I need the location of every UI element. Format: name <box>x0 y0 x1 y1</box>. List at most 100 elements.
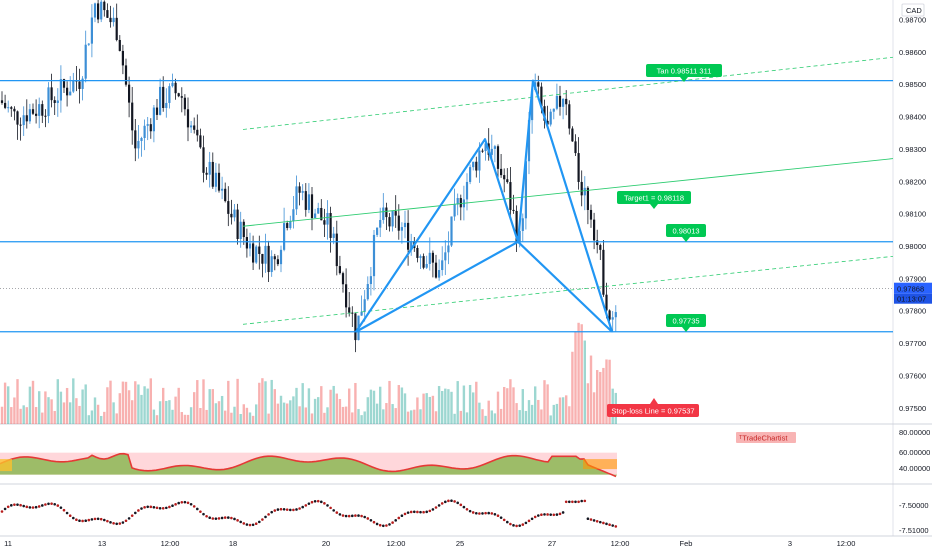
volume-bar <box>534 386 537 424</box>
volume-bar <box>484 415 487 424</box>
volume-bar <box>360 415 363 424</box>
volume-bar <box>193 392 196 424</box>
oscillator-pane <box>0 452 617 478</box>
momentum-dot <box>171 504 174 508</box>
level-high-label-box <box>666 224 706 237</box>
volume-bar <box>605 359 608 424</box>
momentum-dot <box>59 506 63 509</box>
volume-bar <box>124 381 128 424</box>
volume-bar <box>382 409 385 424</box>
volume-bar <box>320 386 323 424</box>
candle-body <box>301 191 304 193</box>
candle-body <box>602 249 605 295</box>
candle-body <box>233 209 236 218</box>
volume-bar <box>577 322 580 424</box>
candle-body <box>72 80 75 92</box>
oscillator-tick-label: 40.00000 <box>899 464 930 473</box>
volume-bar <box>224 410 227 424</box>
price-tick-label: 0.98100 <box>899 210 926 219</box>
candle-body <box>562 98 565 107</box>
momentum-dot <box>258 520 261 524</box>
volume-bar <box>419 409 422 424</box>
momentum-dot <box>571 500 574 504</box>
candle-body <box>131 102 134 131</box>
volume-bar <box>152 409 156 424</box>
volume-bar <box>602 367 605 424</box>
momentum-dot <box>50 502 53 505</box>
momentum-dot <box>462 505 466 509</box>
harmonic-pattern-bd <box>517 240 613 333</box>
time-tick-label: 27 <box>548 539 556 548</box>
momentum-dot <box>196 507 199 511</box>
volume-bar <box>3 382 7 424</box>
volume-bar <box>410 410 413 424</box>
volume-bar <box>183 414 187 424</box>
level-low-label-box <box>666 314 706 327</box>
momentum-dot <box>239 520 242 524</box>
time-tick-label: Feb <box>680 539 693 548</box>
volume-bar <box>571 351 574 424</box>
level-low-label-pointer <box>682 327 690 332</box>
candle-body <box>360 311 363 316</box>
volume-bar <box>65 387 69 424</box>
candle-body <box>310 194 314 219</box>
momentum-dot <box>394 519 398 522</box>
momentum-dot <box>186 501 190 505</box>
momentum-dot <box>180 500 184 504</box>
momentum-dot <box>25 505 29 509</box>
momentum-dot <box>106 519 109 523</box>
volume-bar <box>155 415 159 424</box>
momentum-dot <box>143 506 146 509</box>
volume-bar <box>298 406 301 424</box>
momentum-dot <box>323 502 326 505</box>
volume-bar <box>10 407 13 424</box>
candle-body <box>267 245 270 273</box>
volume-bar <box>530 404 534 424</box>
volume-bar <box>295 387 298 424</box>
momentum-dot <box>351 514 354 518</box>
volume-bar <box>186 414 190 424</box>
candle-body <box>434 262 438 278</box>
momentum-dot <box>121 521 125 524</box>
volume-bar <box>552 404 555 424</box>
momentum-dot <box>388 523 391 526</box>
candle-body <box>239 221 242 239</box>
volume-bar <box>270 379 273 424</box>
momentum-dot <box>53 502 56 506</box>
momentum-dot <box>468 509 472 513</box>
momentum-dot <box>149 505 153 509</box>
candle-body <box>478 150 481 171</box>
volume-bars <box>0 322 617 424</box>
candle-body <box>196 129 199 136</box>
candle-body <box>422 256 425 268</box>
volume-bar <box>543 380 546 424</box>
momentum-dot <box>447 499 450 503</box>
level-low-label-text: 0.97735 <box>672 317 699 326</box>
volume-bar <box>174 396 177 424</box>
candle-body <box>385 207 388 218</box>
candle-body <box>35 113 38 116</box>
momentum-dot <box>320 500 323 504</box>
harmonic-pattern-xb <box>355 240 519 333</box>
volume-bar <box>121 381 125 424</box>
volume-bar <box>428 396 431 424</box>
candle-body <box>382 207 385 221</box>
volume-bar <box>220 395 224 424</box>
candle-body <box>459 198 462 208</box>
momentum-dot <box>527 519 531 523</box>
candle-body <box>369 276 372 285</box>
momentum-dot <box>561 511 565 514</box>
momentum-dot <box>546 513 549 516</box>
candle-body <box>171 82 174 87</box>
momentum-dot <box>313 499 317 503</box>
momentum-dot <box>592 519 596 522</box>
momentum-dot <box>140 507 143 510</box>
candle-body <box>7 107 10 109</box>
candle-body <box>47 87 50 117</box>
tan-label-pointer <box>680 77 688 82</box>
momentum-dot <box>499 516 503 519</box>
momentum-dot <box>431 508 435 511</box>
volume-bar <box>574 331 577 424</box>
volume-bar <box>397 385 400 424</box>
